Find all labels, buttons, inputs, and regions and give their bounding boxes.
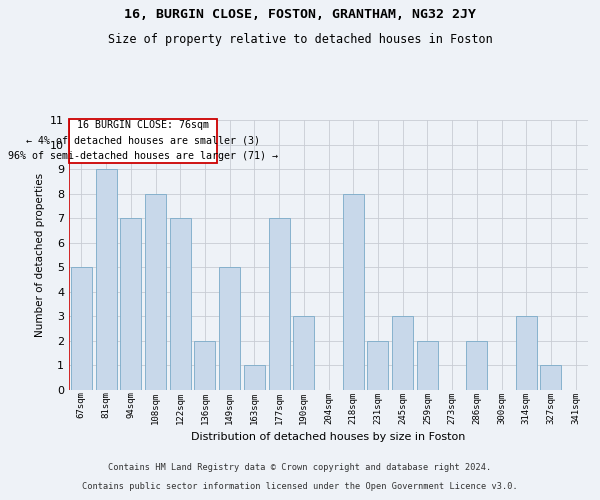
Bar bbox=[170, 218, 191, 390]
Bar bbox=[120, 218, 141, 390]
Text: Contains public sector information licensed under the Open Government Licence v3: Contains public sector information licen… bbox=[82, 482, 518, 491]
Bar bbox=[293, 316, 314, 390]
Text: Contains HM Land Registry data © Crown copyright and database right 2024.: Contains HM Land Registry data © Crown c… bbox=[109, 464, 491, 472]
Bar bbox=[343, 194, 364, 390]
Bar bbox=[145, 194, 166, 390]
Bar bbox=[71, 268, 92, 390]
X-axis label: Distribution of detached houses by size in Foston: Distribution of detached houses by size … bbox=[191, 432, 466, 442]
Bar bbox=[244, 366, 265, 390]
Text: Size of property relative to detached houses in Foston: Size of property relative to detached ho… bbox=[107, 32, 493, 46]
Bar bbox=[516, 316, 537, 390]
Text: 16 BURGIN CLOSE: 76sqm
← 4% of detached houses are smaller (3)
96% of semi-detac: 16 BURGIN CLOSE: 76sqm ← 4% of detached … bbox=[8, 120, 278, 162]
Bar bbox=[541, 366, 562, 390]
Bar bbox=[194, 341, 215, 390]
Y-axis label: Number of detached properties: Number of detached properties bbox=[35, 173, 44, 337]
Bar bbox=[269, 218, 290, 390]
Bar bbox=[417, 341, 438, 390]
Bar bbox=[392, 316, 413, 390]
Bar bbox=[466, 341, 487, 390]
Text: 16, BURGIN CLOSE, FOSTON, GRANTHAM, NG32 2JY: 16, BURGIN CLOSE, FOSTON, GRANTHAM, NG32… bbox=[124, 8, 476, 20]
Bar bbox=[219, 268, 240, 390]
Bar bbox=[95, 169, 116, 390]
Bar bbox=[367, 341, 388, 390]
FancyBboxPatch shape bbox=[70, 119, 217, 163]
